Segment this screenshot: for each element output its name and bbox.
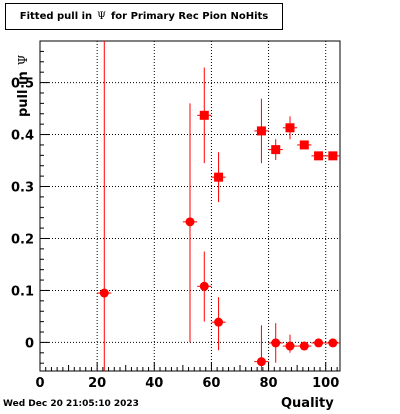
square-marker: [314, 151, 324, 161]
title-prefix: Fitted pull in: [19, 11, 93, 22]
y-tick-label: 0: [25, 336, 34, 351]
title-suffix: for Primary Rec Pion NoHits: [110, 11, 269, 22]
x-axis-label: Quality: [281, 396, 334, 411]
square-marker: [256, 126, 266, 136]
x-tick-label: 0: [35, 376, 44, 391]
square-marker: [299, 140, 309, 150]
y-tick-label: 0.1: [11, 284, 34, 299]
circle-marker: [185, 217, 195, 227]
square-marker: [285, 123, 295, 133]
circle-marker: [328, 338, 338, 348]
y-axis-psi-symbol: Ψ: [16, 54, 30, 66]
title-psi-symbol: Ψ: [97, 11, 106, 22]
axes: 0 20 40 60 80 100 0 0.1 0.2 0.3 0.4 0.5: [11, 40, 341, 391]
square-marker: [271, 145, 281, 155]
timestamp: Wed Dec 20 21:05:10 2023: [3, 399, 139, 409]
x-tick-label: 100: [312, 376, 339, 391]
y-tick-label: 0.3: [11, 181, 34, 196]
circle-marker: [214, 317, 224, 327]
square-marker: [199, 110, 209, 120]
y-tick-label: 0.5: [11, 77, 34, 92]
circle-marker: [271, 338, 281, 348]
square-marker: [328, 151, 338, 161]
y-axis-label-text: pull in: [16, 71, 31, 117]
x-tick-label: 40: [145, 376, 163, 391]
x-tick-label: 80: [260, 376, 278, 391]
data-points: [97, 41, 340, 371]
x-tick-label: 20: [88, 376, 106, 391]
y-tick-label: 0.4: [11, 129, 34, 144]
circle-marker: [285, 341, 295, 351]
circle-marker: [99, 288, 109, 298]
y-axis-label: pull in Ψ: [16, 55, 31, 117]
square-marker: [214, 172, 224, 182]
circle-marker: [256, 357, 266, 367]
x-tick-label: 60: [202, 376, 220, 391]
circle-marker: [199, 281, 209, 291]
circle-marker: [314, 338, 324, 348]
circle-marker: [299, 341, 309, 351]
y-tick-label: 0.2: [11, 232, 34, 247]
plot-frame: [39, 40, 341, 372]
chart-title: Fitted pull in Ψ for Primary Rec Pion No…: [5, 3, 283, 30]
